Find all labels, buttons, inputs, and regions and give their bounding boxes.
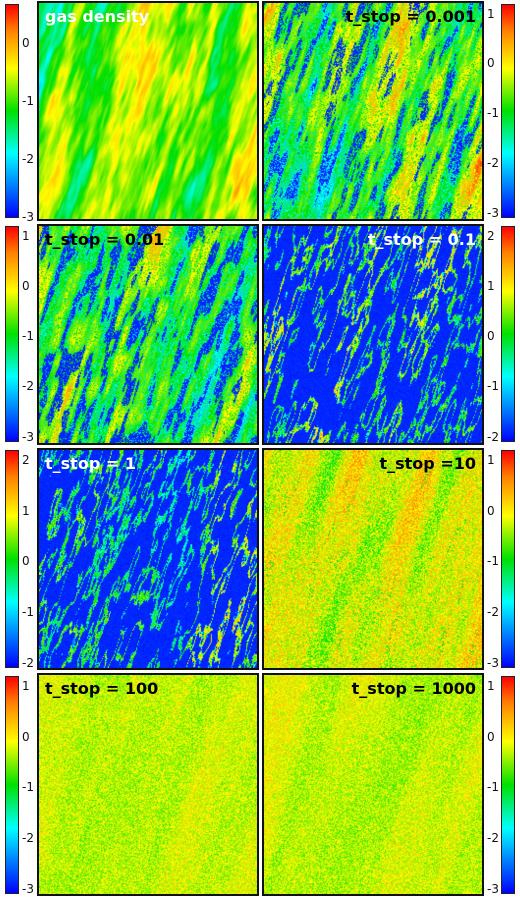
density-map [39, 3, 257, 219]
colorbar-tick: -1 [487, 780, 499, 795]
panel-tstop-0.001: t_stop = 0.001 [262, 1, 484, 221]
colorbar-tick: 0 [22, 36, 30, 51]
panel-tstop-0.01: t_stop = 0.01 [37, 224, 259, 445]
colorbar-tick: 0 [22, 729, 30, 744]
colorbar-tick: -3 [487, 655, 499, 670]
colorbar-right-row4 [501, 676, 515, 894]
density-map [264, 675, 482, 894]
colorbar-tick: -2 [487, 155, 499, 170]
colorbar-tick: -3 [487, 881, 499, 896]
panel-tstop-0.1: t_stop = 0.1 [262, 224, 484, 445]
colorbar-tick: -1 [487, 106, 499, 121]
density-map [264, 450, 482, 668]
panel-tstop-10: t_stop =10 [262, 448, 484, 670]
colorbar-right-row3 [501, 450, 515, 668]
colorbar-tick: 0 [487, 503, 495, 518]
colorbar-tick: 1 [22, 228, 30, 243]
colorbar-tick: -2 [487, 429, 499, 444]
colorbar-tick: -3 [487, 205, 499, 220]
colorbar-tick: 0 [22, 554, 30, 569]
colorbar-tick: -2 [487, 830, 499, 845]
colorbar-tick: 1 [487, 6, 495, 21]
density-map [264, 226, 482, 443]
colorbar-tick: 0 [487, 729, 495, 744]
density-map [39, 226, 257, 443]
colorbar-left-row3 [5, 450, 19, 668]
colorbar-tick: -2 [22, 379, 34, 394]
panel-gas-density: gas density [37, 1, 259, 221]
panel-tstop-100: t_stop = 100 [37, 673, 259, 896]
colorbar-left-row4 [5, 676, 19, 894]
colorbar-tick: -1 [22, 94, 34, 109]
colorbar-tick: 1 [487, 279, 495, 294]
colorbar-tick: -3 [22, 881, 34, 896]
colorbar-tick: 1 [22, 678, 30, 693]
colorbar-tick: -2 [22, 655, 34, 670]
colorbar-right-row2 [501, 226, 515, 442]
colorbar-left-row2 [5, 226, 19, 442]
density-map [39, 450, 257, 668]
panel-tstop-1000: t_stop = 1000 [262, 673, 484, 896]
colorbar-tick: -1 [22, 780, 34, 795]
colorbar-tick: 0 [22, 279, 30, 294]
colorbar-tick: -1 [22, 604, 34, 619]
colorbar-tick: 1 [22, 503, 30, 518]
colorbar-tick: -2 [487, 604, 499, 619]
density-map [264, 3, 482, 219]
colorbar-right-row1 [501, 4, 515, 218]
colorbar-tick: -3 [22, 210, 34, 224]
colorbar-tick: -1 [487, 379, 499, 394]
colorbar-left-row1 [5, 4, 19, 218]
colorbar-tick: 1 [487, 678, 495, 693]
colorbar-tick: -2 [22, 830, 34, 845]
colorbar-tick: -1 [487, 554, 499, 569]
colorbar-tick: 1 [487, 452, 495, 467]
density-map [39, 675, 257, 894]
colorbar-tick: 2 [22, 452, 30, 467]
panel-tstop-1: t_stop = 1 [37, 448, 259, 670]
colorbar-tick: 0 [487, 56, 495, 71]
colorbar-tick: -2 [22, 152, 34, 167]
colorbar-tick: 0 [487, 329, 495, 344]
colorbar-tick: -1 [22, 329, 34, 344]
colorbar-tick: -3 [22, 429, 34, 444]
colorbar-tick: 2 [487, 228, 495, 243]
